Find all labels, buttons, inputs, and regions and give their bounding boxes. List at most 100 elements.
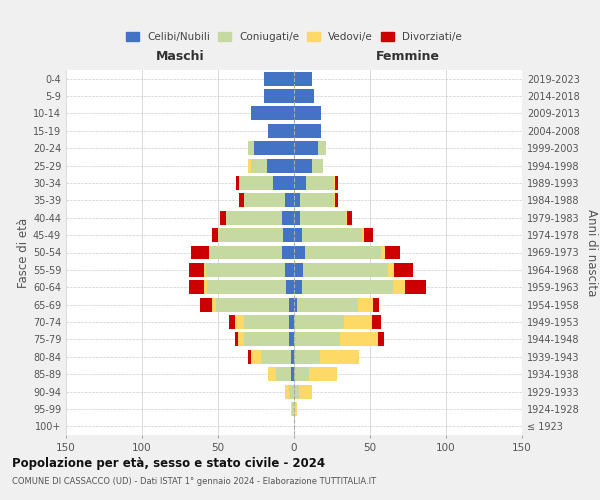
Bar bbox=[294, 332, 340, 346]
Bar bbox=[289, 332, 294, 346]
Bar bbox=[294, 211, 300, 224]
Bar bbox=[236, 176, 239, 190]
Bar bbox=[209, 246, 211, 260]
Bar bbox=[334, 194, 335, 207]
Bar bbox=[238, 332, 244, 346]
Bar bbox=[291, 402, 292, 416]
Text: Femmine: Femmine bbox=[376, 50, 440, 62]
Bar bbox=[405, 280, 426, 294]
Bar bbox=[335, 194, 338, 207]
Bar bbox=[239, 194, 244, 207]
Bar bbox=[292, 402, 294, 416]
Bar bbox=[239, 176, 273, 190]
Bar bbox=[294, 89, 314, 103]
Bar bbox=[362, 228, 364, 242]
Bar bbox=[205, 280, 208, 294]
Bar bbox=[244, 315, 289, 329]
Bar bbox=[299, 384, 312, 398]
Bar bbox=[205, 263, 206, 277]
Bar bbox=[385, 246, 400, 260]
Bar bbox=[300, 211, 346, 224]
Bar bbox=[189, 280, 205, 294]
Bar bbox=[226, 211, 282, 224]
Bar bbox=[189, 263, 205, 277]
Bar bbox=[217, 298, 289, 312]
Bar bbox=[294, 315, 344, 329]
Bar bbox=[244, 332, 289, 346]
Bar bbox=[294, 280, 302, 294]
Bar bbox=[294, 367, 309, 381]
Legend: Celibi/Nubili, Coniugati/e, Vedovi/e, Divorziati/e: Celibi/Nubili, Coniugati/e, Vedovi/e, Di… bbox=[122, 28, 466, 46]
Bar bbox=[282, 246, 294, 260]
Bar bbox=[263, 89, 294, 103]
Bar bbox=[302, 228, 362, 242]
Bar bbox=[346, 211, 347, 224]
Bar bbox=[371, 315, 380, 329]
Bar bbox=[294, 176, 306, 190]
Bar bbox=[294, 106, 322, 120]
Bar bbox=[208, 280, 286, 294]
Y-axis label: Anni di nascita: Anni di nascita bbox=[585, 209, 598, 296]
Bar bbox=[334, 176, 335, 190]
Bar bbox=[294, 124, 322, 138]
Bar bbox=[191, 246, 209, 260]
Bar bbox=[212, 298, 217, 312]
Bar bbox=[211, 246, 282, 260]
Bar bbox=[254, 142, 294, 155]
Bar bbox=[294, 194, 300, 207]
Bar bbox=[294, 298, 297, 312]
Bar bbox=[212, 228, 218, 242]
Bar bbox=[388, 263, 394, 277]
Bar bbox=[364, 228, 373, 242]
Bar bbox=[294, 158, 312, 172]
Bar bbox=[294, 350, 320, 364]
Bar bbox=[251, 158, 266, 172]
Bar bbox=[285, 263, 294, 277]
Bar bbox=[283, 228, 294, 242]
Bar bbox=[297, 298, 358, 312]
Bar bbox=[309, 367, 337, 381]
Bar bbox=[291, 350, 294, 364]
Bar bbox=[268, 367, 276, 381]
Bar bbox=[235, 332, 238, 346]
Bar bbox=[229, 315, 235, 329]
Bar bbox=[289, 384, 294, 398]
Bar bbox=[289, 315, 294, 329]
Bar bbox=[289, 298, 294, 312]
Y-axis label: Fasce di età: Fasce di età bbox=[17, 218, 30, 288]
Bar bbox=[320, 350, 359, 364]
Bar bbox=[294, 263, 303, 277]
Bar bbox=[380, 246, 385, 260]
Bar bbox=[294, 228, 302, 242]
Bar bbox=[244, 194, 285, 207]
Bar bbox=[306, 176, 334, 190]
Bar bbox=[335, 176, 338, 190]
Bar bbox=[305, 246, 380, 260]
Bar bbox=[251, 350, 260, 364]
Bar bbox=[302, 280, 393, 294]
Bar bbox=[294, 384, 299, 398]
Bar bbox=[303, 263, 388, 277]
Bar bbox=[251, 106, 294, 120]
Bar bbox=[235, 315, 244, 329]
Bar bbox=[340, 332, 377, 346]
Bar bbox=[358, 298, 373, 312]
Bar bbox=[347, 211, 352, 224]
Bar bbox=[248, 158, 251, 172]
Bar bbox=[276, 367, 291, 381]
Bar bbox=[285, 384, 289, 398]
Bar bbox=[248, 350, 251, 364]
Text: Popolazione per età, sesso e stato civile - 2024: Popolazione per età, sesso e stato civil… bbox=[12, 458, 325, 470]
Bar bbox=[393, 280, 405, 294]
Bar bbox=[373, 298, 379, 312]
Bar bbox=[294, 402, 297, 416]
Bar bbox=[282, 211, 294, 224]
Bar bbox=[312, 158, 323, 172]
Bar bbox=[273, 176, 294, 190]
Bar bbox=[291, 367, 294, 381]
Text: Maschi: Maschi bbox=[155, 50, 205, 62]
Bar bbox=[300, 194, 334, 207]
Bar bbox=[294, 246, 305, 260]
Bar bbox=[248, 142, 254, 155]
Bar bbox=[344, 315, 371, 329]
